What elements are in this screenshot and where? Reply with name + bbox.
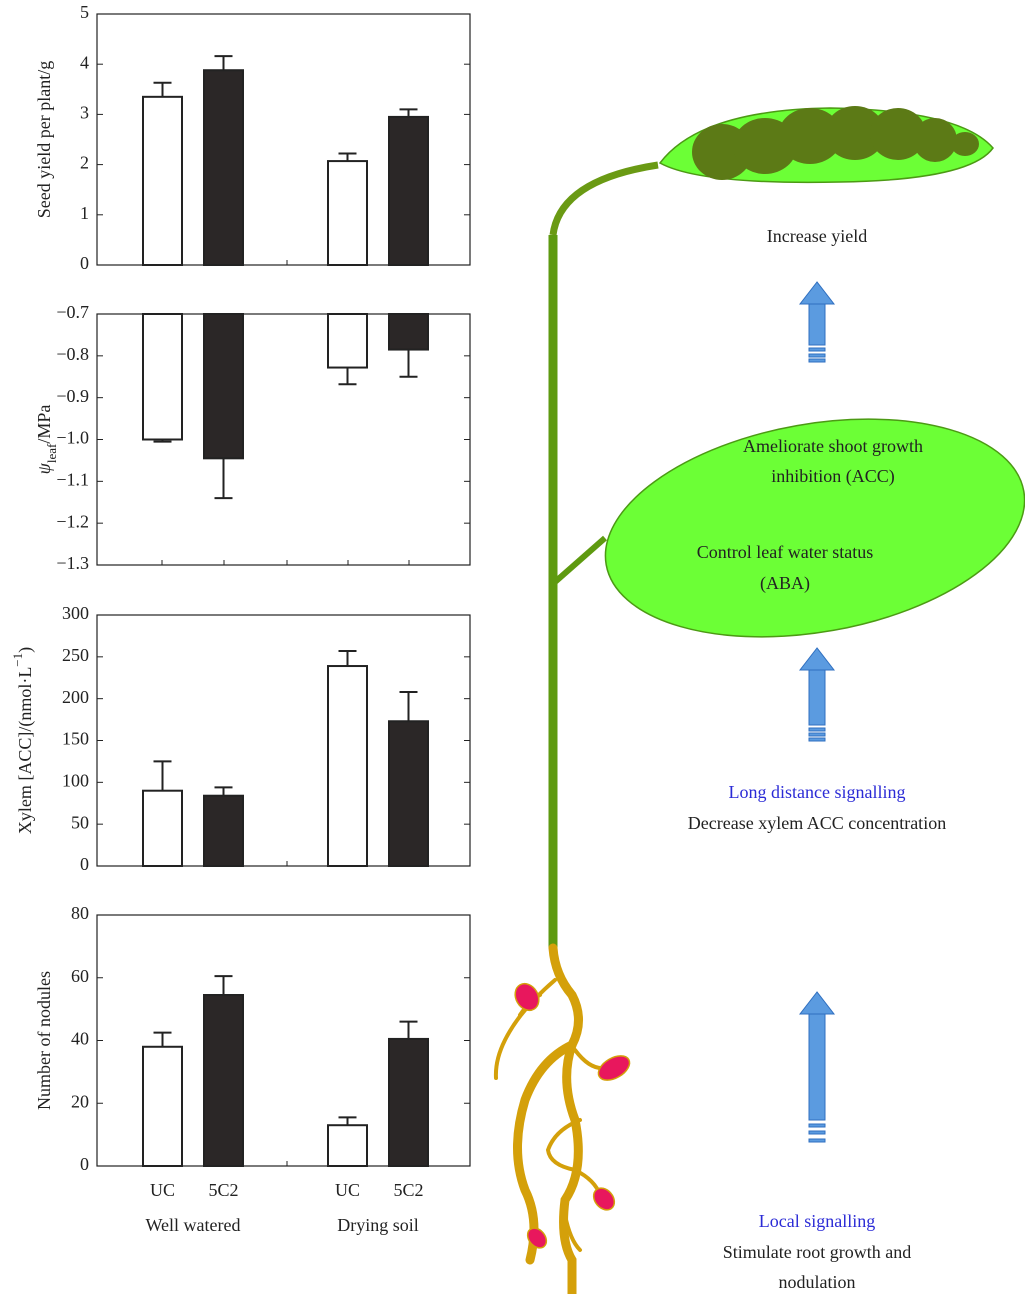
bar [327, 1124, 368, 1168]
y-tick-label: 200 [62, 687, 89, 707]
bar [388, 115, 429, 266]
y-tick-label: 150 [62, 729, 89, 749]
diagram-label: Control leaf water status [697, 542, 873, 562]
y-tick-label: 3 [80, 103, 89, 123]
arrow-stripe [808, 353, 826, 358]
arrow-stripe [808, 358, 826, 363]
y-axis-label-part: ) [15, 647, 36, 653]
plant [493, 106, 1025, 1294]
bar [203, 313, 244, 460]
bar [142, 789, 183, 868]
arrow-stripe [808, 1123, 826, 1128]
y-axis-label-part: −1 [10, 653, 25, 667]
y-tick-label: 50 [71, 812, 89, 832]
diagram-label: inhibition (ACC) [771, 466, 895, 487]
y-axis-label-part: Number of nodules [34, 971, 54, 1110]
bar [327, 160, 368, 266]
arrow-stripe [808, 1130, 826, 1135]
diagram-label: Decrease xylem ACC concentration [688, 813, 946, 833]
arrow-shaft [808, 669, 826, 726]
diagram-label: Ameliorate shoot growth [743, 436, 923, 456]
diagram-label: (ABA) [760, 573, 810, 594]
y-axis-label-part: Seed yield per plant/g [34, 61, 54, 218]
signal-arrow [798, 281, 836, 363]
y-axis-label-part: /MPa [34, 405, 54, 444]
roots [493, 943, 607, 1294]
arrow-stripe [808, 347, 826, 352]
y-tick-label: −0.7 [56, 302, 89, 322]
signal-arrow [798, 647, 836, 742]
y-axis-label: Seed yield per plant/g [34, 61, 54, 218]
arrow-shaft [808, 303, 826, 346]
y-tick-label: 5 [80, 2, 89, 22]
y-tick-label: −0.8 [56, 344, 89, 364]
y-tick-label: 40 [71, 1029, 89, 1049]
y-tick-label: −1.2 [56, 511, 89, 531]
y-tick-label: 0 [80, 854, 89, 874]
y-tick-label: −1.3 [56, 553, 89, 573]
y-tick-label: 2 [80, 153, 89, 173]
nodules [514, 982, 631, 1249]
bar [203, 994, 244, 1167]
bar [327, 665, 368, 868]
y-axis-label-part: Xylem [ACC]/(nmol·L [15, 667, 36, 834]
diagram-label: Long distance signalling [729, 782, 906, 802]
y-tick-label: 4 [80, 52, 89, 72]
bar [388, 313, 429, 351]
signal-arrow [798, 991, 836, 1143]
y-axis-label-part: leaf [44, 443, 59, 463]
bar [142, 1045, 183, 1168]
y-tick-label: −0.9 [56, 386, 89, 406]
y-tick-label: 300 [62, 603, 89, 623]
bar [203, 69, 244, 266]
y-tick-label: 60 [71, 966, 89, 986]
arrow-stripe [808, 1138, 826, 1143]
arrow-head [798, 647, 836, 671]
leaf-stalk [553, 535, 607, 585]
plot-frame [96, 13, 471, 266]
y-axis-label: Number of nodules [34, 971, 54, 1110]
bar [142, 95, 183, 266]
y-tick-label: 250 [62, 645, 89, 665]
y-tick-label: −1.0 [56, 428, 89, 448]
bar [142, 313, 183, 441]
y-tick-label: 100 [62, 770, 89, 790]
bar [388, 1037, 429, 1168]
arrow-head [798, 281, 836, 305]
diagram-label: nodulation [779, 1272, 856, 1292]
series-label: UC [335, 1180, 360, 1200]
arrow-stripe [808, 727, 826, 732]
y-tick-label: 20 [71, 1091, 89, 1111]
arrow-head [798, 991, 836, 1015]
series-label: 5C2 [393, 1180, 423, 1200]
y-tick-label: 0 [80, 253, 89, 273]
bar [388, 720, 429, 867]
bar [327, 313, 368, 369]
diagram-label: Stimulate root growth and [723, 1242, 911, 1262]
y-axis-label: ψleaf/MPa [34, 405, 59, 475]
bar [203, 794, 244, 867]
series-label: 5C2 [208, 1180, 238, 1200]
y-axis-label-part: ψ [34, 462, 54, 474]
stem-top [549, 161, 659, 236]
diagram-label: Local signalling [759, 1211, 875, 1231]
y-tick-label: 80 [71, 903, 89, 923]
arrow-stripe [808, 732, 826, 737]
x-category-label: Drying soil [337, 1215, 419, 1235]
leaf [604, 418, 1025, 638]
series-label: UC [150, 1180, 175, 1200]
y-axis-label: Xylem [ACC]/(nmol·L−1) [10, 647, 36, 834]
arrow-stripe [808, 737, 826, 742]
arrow-shaft [808, 1013, 826, 1121]
y-tick-label: 0 [80, 1154, 89, 1174]
y-tick-label: −1.1 [56, 469, 89, 489]
y-tick-label: 1 [80, 203, 89, 223]
x-category-label: Well watered [145, 1215, 240, 1235]
seeds [692, 106, 979, 180]
diagram-label: Increase yield [767, 226, 867, 246]
